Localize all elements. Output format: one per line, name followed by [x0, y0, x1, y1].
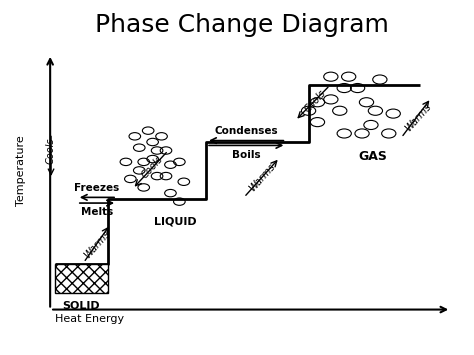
Text: Freezes: Freezes [74, 183, 119, 193]
Text: GAS: GAS [359, 150, 388, 163]
Text: Phase Change Diagram: Phase Change Diagram [95, 13, 389, 37]
Text: Warms: Warms [403, 102, 433, 134]
Text: Cools: Cools [140, 154, 165, 181]
Bar [55, 264, 108, 293]
Text: LIQUID: LIQUID [154, 217, 196, 226]
Text: Melts: Melts [81, 207, 113, 217]
Text: Boils: Boils [232, 150, 261, 160]
Text: SOLID: SOLID [63, 301, 100, 311]
Text: Heat Energy: Heat Energy [55, 314, 124, 324]
Text: Cools: Cools [46, 137, 56, 164]
Text: Temperature: Temperature [16, 135, 26, 206]
Text: Warms: Warms [247, 162, 277, 193]
Text: Cools: Cools [302, 88, 328, 114]
Text: Warms: Warms [82, 228, 112, 260]
Text: Condenses: Condenses [214, 126, 278, 136]
